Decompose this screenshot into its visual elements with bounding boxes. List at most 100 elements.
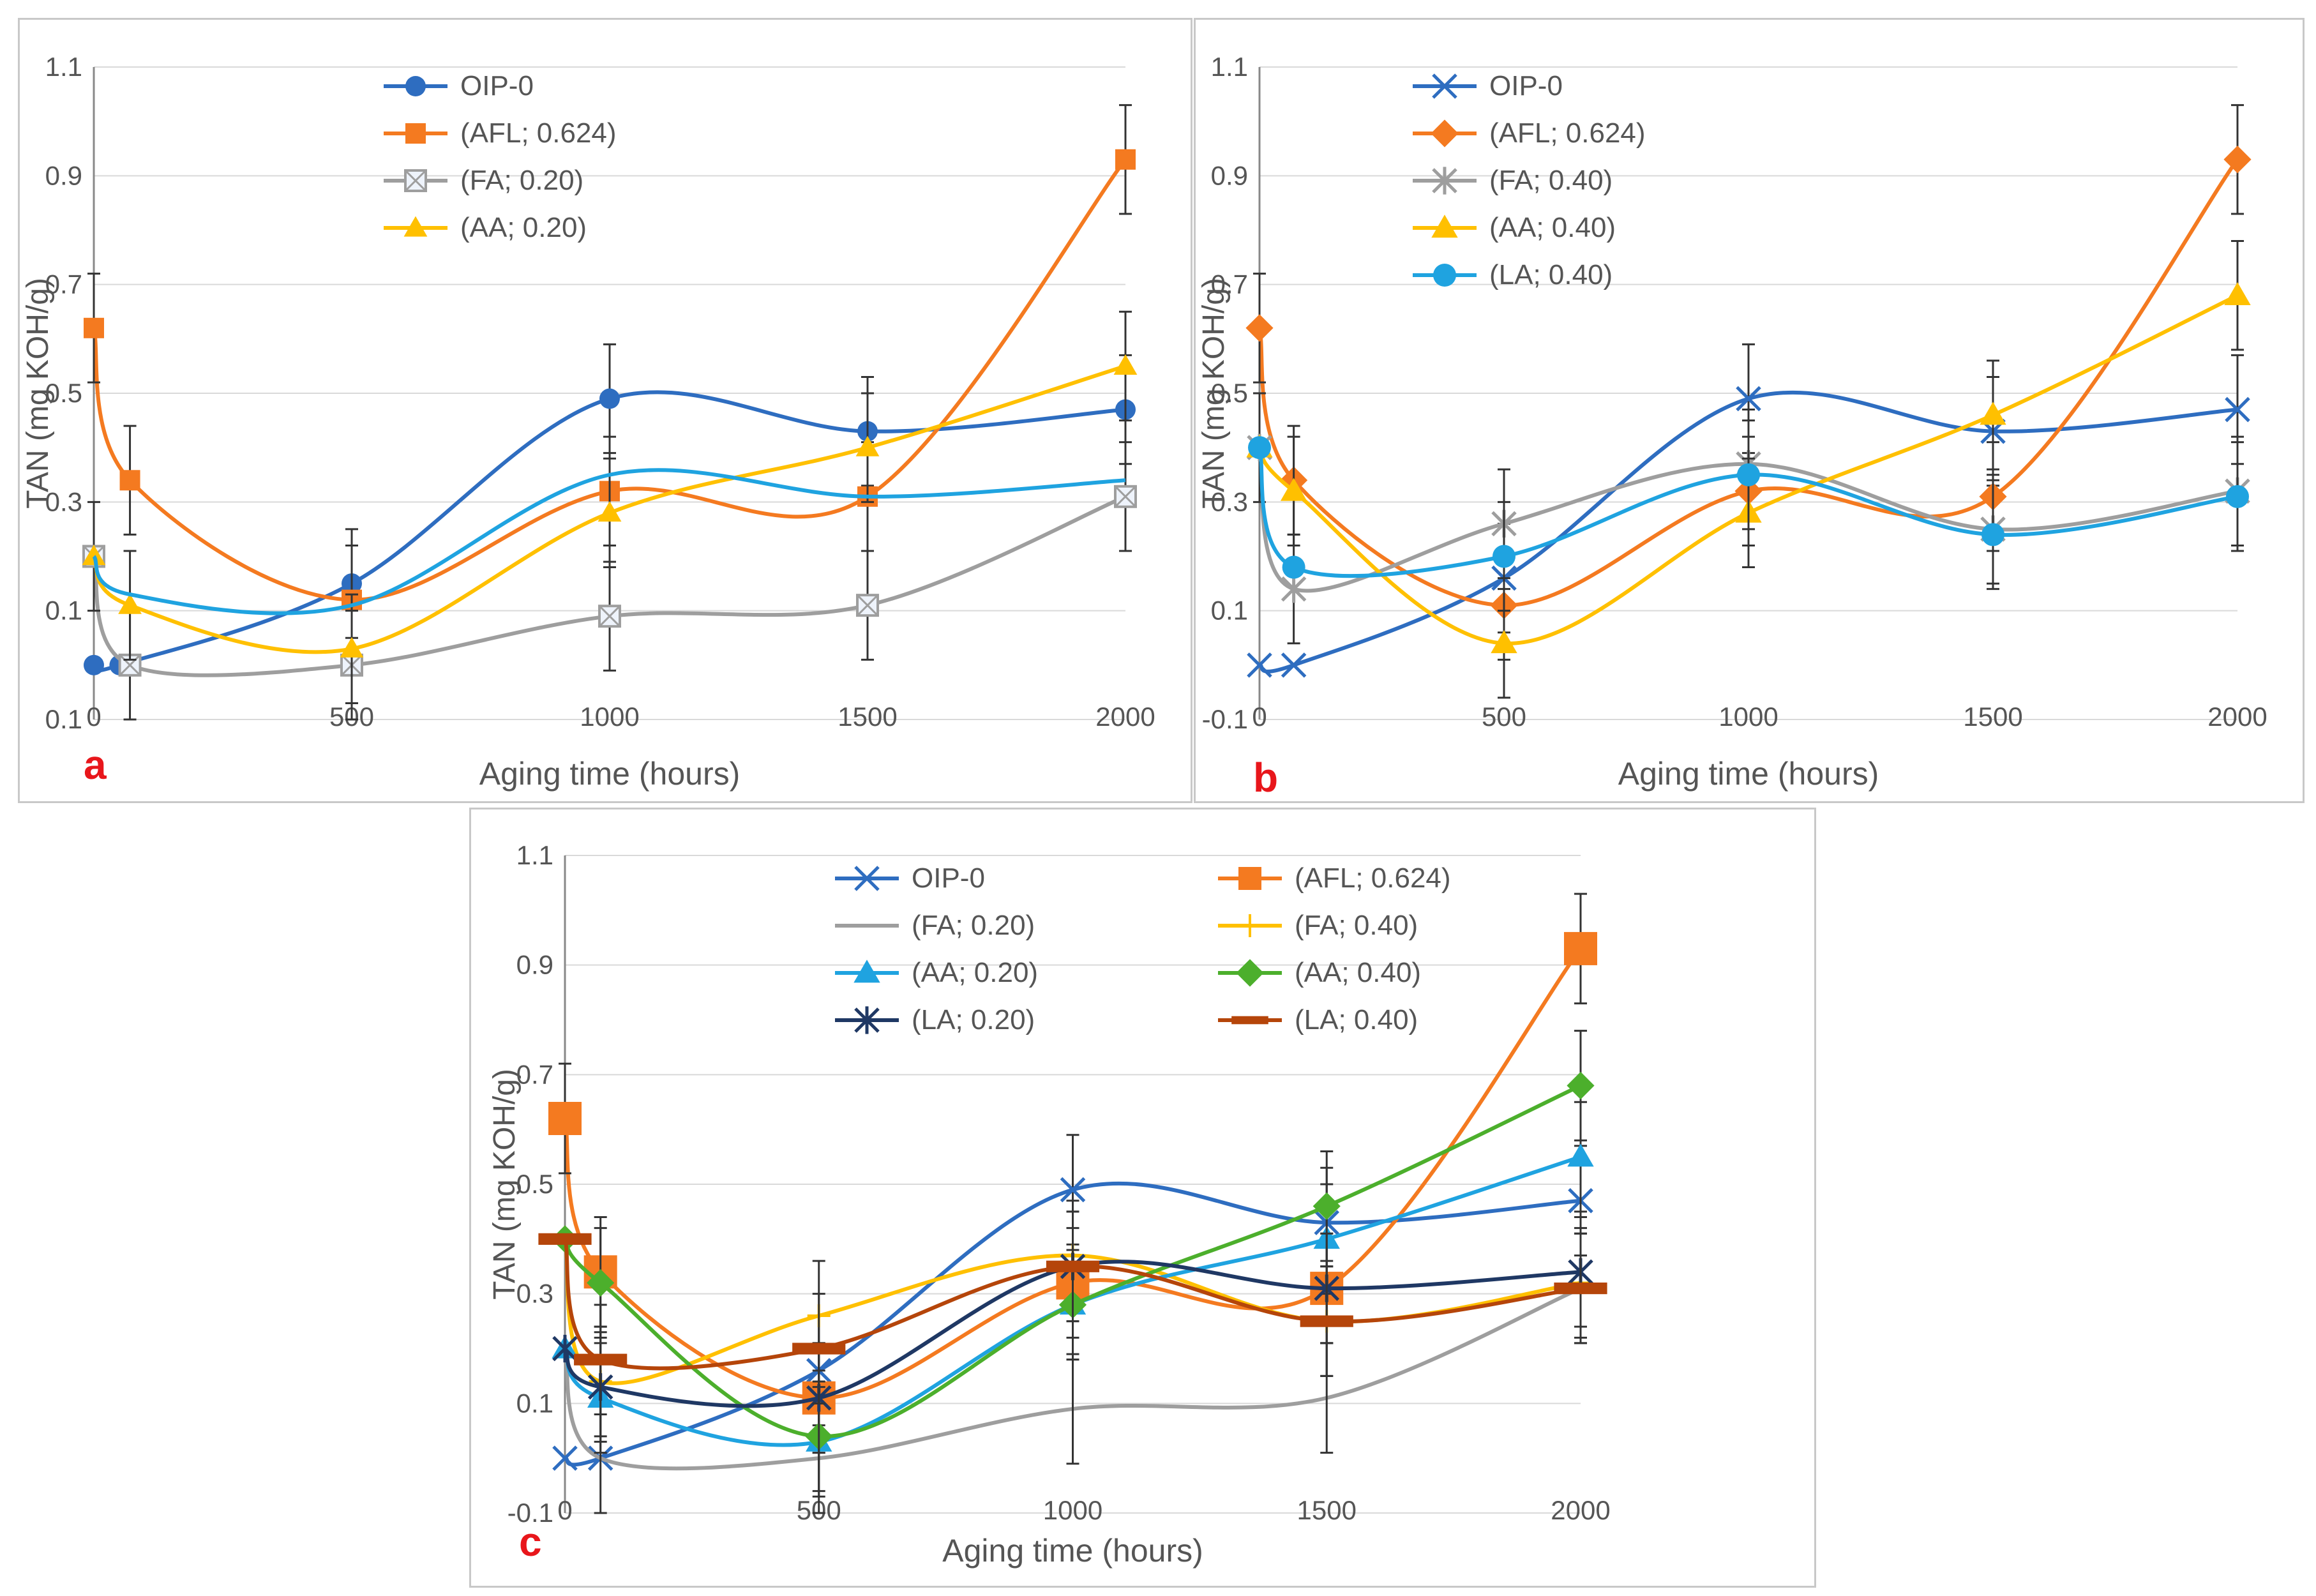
- series-line: [563, 1083, 1582, 1438]
- x-axis-title: Aging time (hours): [1618, 756, 1879, 792]
- data-point: [1115, 149, 1136, 170]
- legend-label: OIP-0: [460, 70, 534, 102]
- series-line: [1258, 390, 2238, 674]
- chart-c-svg: -0.10.10.30.50.70.91.10 500 1000 1500 2000Ag…: [488, 840, 1611, 1569]
- data-point: [1564, 931, 1597, 965]
- x-tick-label: 0: [86, 702, 101, 732]
- x-tick-label: 1500: [838, 702, 897, 732]
- y-tick-label: 1.1: [1211, 52, 1248, 82]
- y-tick-label: 0.5: [45, 378, 82, 408]
- data-point: [1247, 652, 1272, 678]
- data-point: [1980, 402, 2006, 425]
- data-point: [1493, 545, 1515, 568]
- x-tick-label: 1000: [1718, 702, 1778, 732]
- legend-label: (AA; 0.40): [1295, 957, 1421, 988]
- y-axis-title: TAN (mg KOH/g): [488, 1069, 522, 1300]
- y-tick-label: 1.1: [45, 52, 82, 82]
- legend-marker: [1238, 867, 1261, 890]
- legend-label: (AFL; 0.624): [1489, 117, 1646, 149]
- legend-marker: [853, 960, 880, 983]
- x-tick-label: 1000: [1043, 1495, 1102, 1525]
- data-point: [552, 1445, 578, 1471]
- legend-label: (FA; 0.20): [460, 165, 583, 196]
- y-tick-label: 0.5: [516, 1169, 553, 1199]
- legend-marker: [1236, 959, 1264, 987]
- data-point: [1981, 523, 2004, 546]
- legend-item: (AFL; 0.624): [1413, 117, 1646, 149]
- data-point: [598, 501, 622, 522]
- x-tick-label: 2000: [1095, 702, 1155, 732]
- data-point: [1280, 478, 1307, 501]
- legend-label: (LA; 0.20): [912, 1004, 1035, 1035]
- legend-label: (AFL; 0.624): [1295, 862, 1451, 894]
- legend-marker: [1238, 914, 1261, 937]
- data-point: [1491, 630, 1517, 654]
- y-tick-label: 0.7: [1211, 269, 1248, 299]
- data-point: [1567, 1143, 1594, 1167]
- y-tick-label: 1.1: [516, 840, 553, 870]
- legend-item: (AA; 0.40): [1413, 212, 1616, 243]
- data-point: [1245, 314, 1274, 342]
- x-tick-label: 2000: [1551, 1495, 1610, 1525]
- legend-item: (FA; 0.40): [1218, 910, 1418, 941]
- series-line: [1258, 294, 2239, 645]
- legend-label: (FA; 0.20): [912, 910, 1035, 941]
- y-tick-label: 0.1: [1211, 596, 1248, 626]
- x-tick-label: 1500: [1963, 702, 2022, 732]
- x-tick-label: 1500: [1297, 1495, 1357, 1525]
- series-(LA; 0.40): [538, 1210, 1607, 1415]
- data-point: [1114, 485, 1137, 508]
- y-tick-label: -0.1: [1202, 704, 1248, 734]
- legend-item: OIP-0: [1413, 70, 1563, 102]
- legend-marker: [404, 169, 427, 192]
- legend-marker: [405, 123, 426, 144]
- data-point: [1248, 436, 1271, 460]
- data-point: [82, 545, 106, 566]
- series-line: [92, 468, 1126, 615]
- y-tick-label: 0.5: [1211, 378, 1248, 408]
- data-point: [1312, 1192, 1341, 1220]
- series-(FA; 0.20): [82, 441, 1137, 721]
- legend-item: (LA; 0.20): [835, 1004, 1035, 1035]
- panel-label-a: a: [84, 742, 107, 788]
- data-point: [552, 1334, 578, 1363]
- legend-item: OIP-0: [835, 862, 985, 894]
- legend-label: (LA; 0.40): [1295, 1004, 1418, 1035]
- legend-item: (AFL; 0.624): [1218, 862, 1451, 894]
- data-point: [119, 470, 140, 491]
- series-line: [563, 1155, 1581, 1447]
- data-point: [1736, 386, 1761, 412]
- chart-a-svg: 0.10.10.30.50.70.91.10 500 1000 1500 2000Agi…: [21, 52, 1155, 792]
- y-tick-label: 0.9: [1211, 160, 1248, 190]
- chart-b-svg: -0.1 0.1 0.3 0.5 0.7 0.9 1.1 0 500 1000 1500 2000 Ag…: [1197, 52, 2267, 792]
- legend-label: (FA; 0.40): [1489, 165, 1613, 196]
- series-line: [92, 364, 1126, 654]
- y-tick-label: 0.1: [516, 1388, 553, 1418]
- legend-label: OIP-0: [912, 862, 985, 894]
- legend-marker: [1231, 1016, 1268, 1025]
- data-point: [1282, 555, 1305, 579]
- y-tick-label: 0.9: [45, 160, 82, 190]
- legend-item: (AA; 0.40): [1218, 957, 1421, 988]
- legend-item: OIP-0: [384, 70, 534, 102]
- y-tick-label: 0.1: [45, 596, 82, 626]
- y-tick-label: -0.1: [508, 1498, 553, 1528]
- chart-panel-a: 0.1 0.1 0.3 0.5 0.7 0.9 1.1 0 500 1000 1500 2000 Agi…: [18, 18, 1192, 803]
- y-tick-label: 0.7: [45, 269, 82, 299]
- legend-marker: [1432, 167, 1457, 195]
- legend-label: (AFL; 0.624): [460, 117, 617, 149]
- data-point: [118, 593, 142, 614]
- legend-item: (FA; 0.20): [835, 910, 1035, 941]
- data-point: [538, 1233, 592, 1245]
- panel-label-b: b: [1253, 755, 1279, 801]
- data-point: [2225, 396, 2250, 423]
- series-unnamed: [92, 468, 1126, 615]
- legend-item: (AFL; 0.624): [384, 117, 617, 149]
- data-point: [1281, 652, 1307, 678]
- y-tick-label: 0.3: [516, 1279, 553, 1309]
- legend-marker: [405, 76, 426, 96]
- y-axis-title: TAN (mg KOH/g): [21, 278, 55, 509]
- panel-label-c: c: [519, 1519, 542, 1565]
- y-tick-label: 0.1: [45, 704, 82, 734]
- data-point: [1554, 1282, 1607, 1295]
